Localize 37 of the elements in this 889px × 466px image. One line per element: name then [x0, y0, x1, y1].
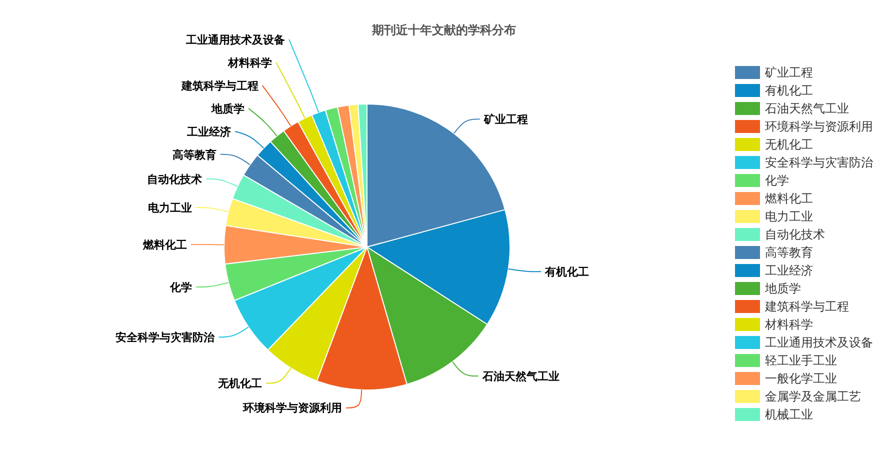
- slice-label: 工业经济: [186, 125, 232, 138]
- slice-label: 工业通用技术及设备: [185, 33, 286, 46]
- legend-label: 金属学及金属工艺: [765, 390, 861, 404]
- legend-label: 燃料化工: [765, 192, 813, 206]
- legend-label: 自动化技术: [765, 228, 825, 242]
- legend-label: 高等教育: [765, 246, 813, 260]
- slice-label: 环境科学与资源利用: [242, 402, 342, 415]
- legend-label: 地质学: [764, 282, 801, 296]
- legend-label: 环境科学与资源利用: [765, 120, 873, 134]
- slice-label: 建筑科学与工程: [180, 79, 258, 92]
- legend-label: 材料科学: [764, 318, 813, 332]
- slice-label: 有机化工: [544, 266, 590, 279]
- slice-label: 地质学: [210, 102, 245, 116]
- slice-label: 化学: [169, 280, 192, 294]
- legend-label: 电力工业: [765, 210, 813, 224]
- slice-label: 燃料化工: [142, 238, 188, 252]
- slice-label: 安全科学与灾害防治: [116, 330, 216, 344]
- legend-label: 建筑科学与工程: [764, 300, 849, 314]
- legend-label: 石油天然气工业: [765, 102, 849, 116]
- slice-label: 石油天然气工业: [481, 370, 560, 383]
- slice-label: 无机化工: [217, 377, 262, 390]
- legend-label: 工业经济: [765, 264, 813, 278]
- legend-label: 无机化工: [765, 138, 813, 152]
- legend-label: 工业通用技术及设备: [765, 336, 873, 350]
- slice-label: 矿业工程: [482, 113, 528, 126]
- legend-label: 机械工业: [765, 408, 813, 422]
- slice-label: 自动化技术: [147, 172, 202, 186]
- legend-label: 有机化工: [765, 84, 813, 98]
- slice-label: 电力工业: [148, 201, 192, 214]
- slice-label: 材料科学: [227, 56, 272, 70]
- legend-label: 安全科学与灾害防治: [765, 156, 873, 170]
- legend-label: 化学: [765, 174, 789, 188]
- chart-title: 期刊近十年文献的学科分布: [371, 23, 516, 38]
- legend-label: 矿业工程: [764, 66, 813, 80]
- legend-label: 轻工业手工业: [765, 354, 837, 368]
- slice-label: 高等教育: [172, 148, 216, 162]
- legend-label: 一般化学工业: [765, 372, 837, 386]
